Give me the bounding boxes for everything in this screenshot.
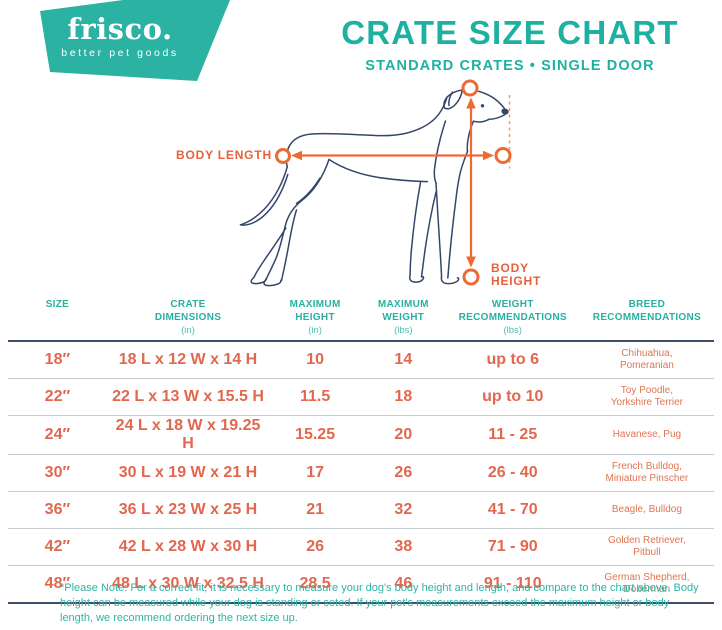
- body-length-label: BODY LENGTH: [176, 148, 272, 162]
- cell-size: 36″: [8, 491, 107, 529]
- logo-tagline: better pet goods: [61, 47, 179, 60]
- cell-size: 18″: [8, 341, 107, 379]
- cell-weight-rec: 71 - 90: [445, 528, 580, 566]
- column-header-size: SIZE: [8, 292, 107, 342]
- logo-flag-shape: [40, 0, 230, 81]
- cell-max-height: 28.5: [269, 565, 361, 604]
- body-height-label: BODY HEIGHT: [491, 261, 542, 289]
- body-length-arrow: [291, 150, 494, 161]
- table-row: 42″ 42 L x 28 W x 30 H 26 38 71 - 90 Gol…: [8, 528, 714, 566]
- cell-max-height: 11.5: [269, 378, 361, 416]
- logo-brand-name: frisco.: [67, 12, 173, 46]
- head-point-circle: [461, 79, 479, 97]
- cell-weight-rec: 26 - 40: [445, 454, 580, 492]
- column-header-max-height: MAXIMUM HEIGHT (in): [269, 292, 361, 342]
- cell-max-height: 15.25: [269, 415, 361, 455]
- cell-weight-rec: 11 - 25: [445, 415, 580, 455]
- cell-dimensions: 18 L x 12 W x 14 H: [106, 341, 270, 379]
- cell-max-height: 10: [269, 341, 361, 379]
- cell-breeds: Toy Poodle, Yorkshire Terrier: [579, 378, 714, 416]
- cell-dimensions: 22 L x 13 W x 15.5 H: [106, 378, 270, 416]
- cell-breeds: Golden Retriever, Pitbull: [579, 528, 714, 566]
- cell-max-height: 21: [269, 491, 361, 529]
- cell-breeds: French Bulldog, Miniature Pinscher: [579, 454, 714, 492]
- cell-max-weight: 18: [360, 378, 446, 416]
- page-subtitle: STANDARD CRATES • SINGLE DOOR: [365, 57, 655, 74]
- table-header-row: SIZE CRATE DIMENSIONS (in) MAXIMUM HEIGHT…: [8, 292, 714, 342]
- title-block: CRATE SIZE CHART STANDARD CRATES • SINGL…: [310, 14, 710, 74]
- cell-breeds: German Shepherd, Doberman: [579, 565, 714, 604]
- table-row: 24″ 24 L x 18 W x 19.25 H 15.25 20 11 - …: [8, 415, 714, 455]
- tail-point-circle: [275, 148, 291, 164]
- ground-point-circle: [462, 268, 480, 286]
- footnote: *Please Note: For a correct fit, it is n…: [60, 582, 699, 624]
- cell-weight-rec: 41 - 70: [445, 491, 580, 529]
- cell-max-height: 17: [269, 454, 361, 492]
- dog-illustration: [239, 88, 509, 287]
- cell-breeds: Havanese, Pug: [579, 415, 714, 455]
- frisco-logo: frisco. better pet goods: [42, 12, 198, 60]
- cell-size: 30″: [8, 454, 107, 492]
- column-header-dimensions: CRATE DIMENSIONS (in): [106, 292, 270, 342]
- cell-dimensions: 30 L x 19 W x 21 H: [106, 454, 270, 492]
- measurement-point-circles: [275, 79, 512, 286]
- table-row: 18″ 18 L x 12 W x 14 H 10 14 up to 6 Chi…: [8, 341, 714, 379]
- cell-dimensions: 24 L x 18 W x 19.25 H: [106, 415, 270, 455]
- column-header-weight-rec: WEIGHT RECOMMENDATIONS (lbs): [445, 292, 580, 342]
- cell-size: 42″: [8, 528, 107, 566]
- cell-size: 22″: [8, 378, 107, 416]
- cell-weight-rec: up to 6: [445, 341, 580, 379]
- cell-max-weight: 38: [360, 528, 446, 566]
- cell-weight-rec: 91 - 110: [445, 565, 580, 604]
- crate-size-table: SIZE CRATE DIMENSIONS (in) MAXIMUM HEIGHT…: [8, 292, 714, 604]
- cell-breeds: Beagle, Bulldog: [579, 491, 714, 529]
- column-header-breed-rec: BREED RECOMMENDATIONS: [579, 292, 714, 342]
- table-row: 30″ 30 L x 19 W x 21 H 17 26 26 - 40 Fre…: [8, 454, 714, 492]
- cell-max-height: 26: [269, 528, 361, 566]
- table-row: 48″ 48 L x 30 W x 32.5 H 28.5 46 91 - 11…: [8, 565, 714, 604]
- cell-max-weight: 46: [360, 565, 446, 604]
- table-row: 36″ 36 L x 23 W x 25 H 21 32 41 - 70 Bea…: [8, 491, 714, 529]
- cell-max-weight: 32: [360, 491, 446, 529]
- cell-dimensions: 36 L x 23 W x 25 H: [106, 491, 270, 529]
- cell-weight-rec: up to 10: [445, 378, 580, 416]
- table-row: 22″ 22 L x 13 W x 15.5 H 11.5 18 up to 1…: [8, 378, 714, 416]
- column-header-max-weight: MAXIMUM WEIGHT (lbs): [360, 292, 446, 342]
- cell-dimensions: 48 L x 30 W x 32.5 H: [106, 565, 270, 604]
- cell-max-weight: 14: [360, 341, 446, 379]
- cell-size: 48″: [8, 565, 107, 604]
- cell-dimensions: 42 L x 28 W x 30 H: [106, 528, 270, 566]
- cell-breeds: Chihuahua, Pomeranian: [579, 341, 714, 379]
- page-title: CRATE SIZE CHART: [341, 14, 679, 51]
- cell-max-weight: 20: [360, 415, 446, 455]
- cell-max-weight: 26: [360, 454, 446, 492]
- chest-point-circle: [494, 147, 512, 164]
- cell-size: 24″: [8, 415, 107, 455]
- body-height-arrow: [466, 97, 476, 268]
